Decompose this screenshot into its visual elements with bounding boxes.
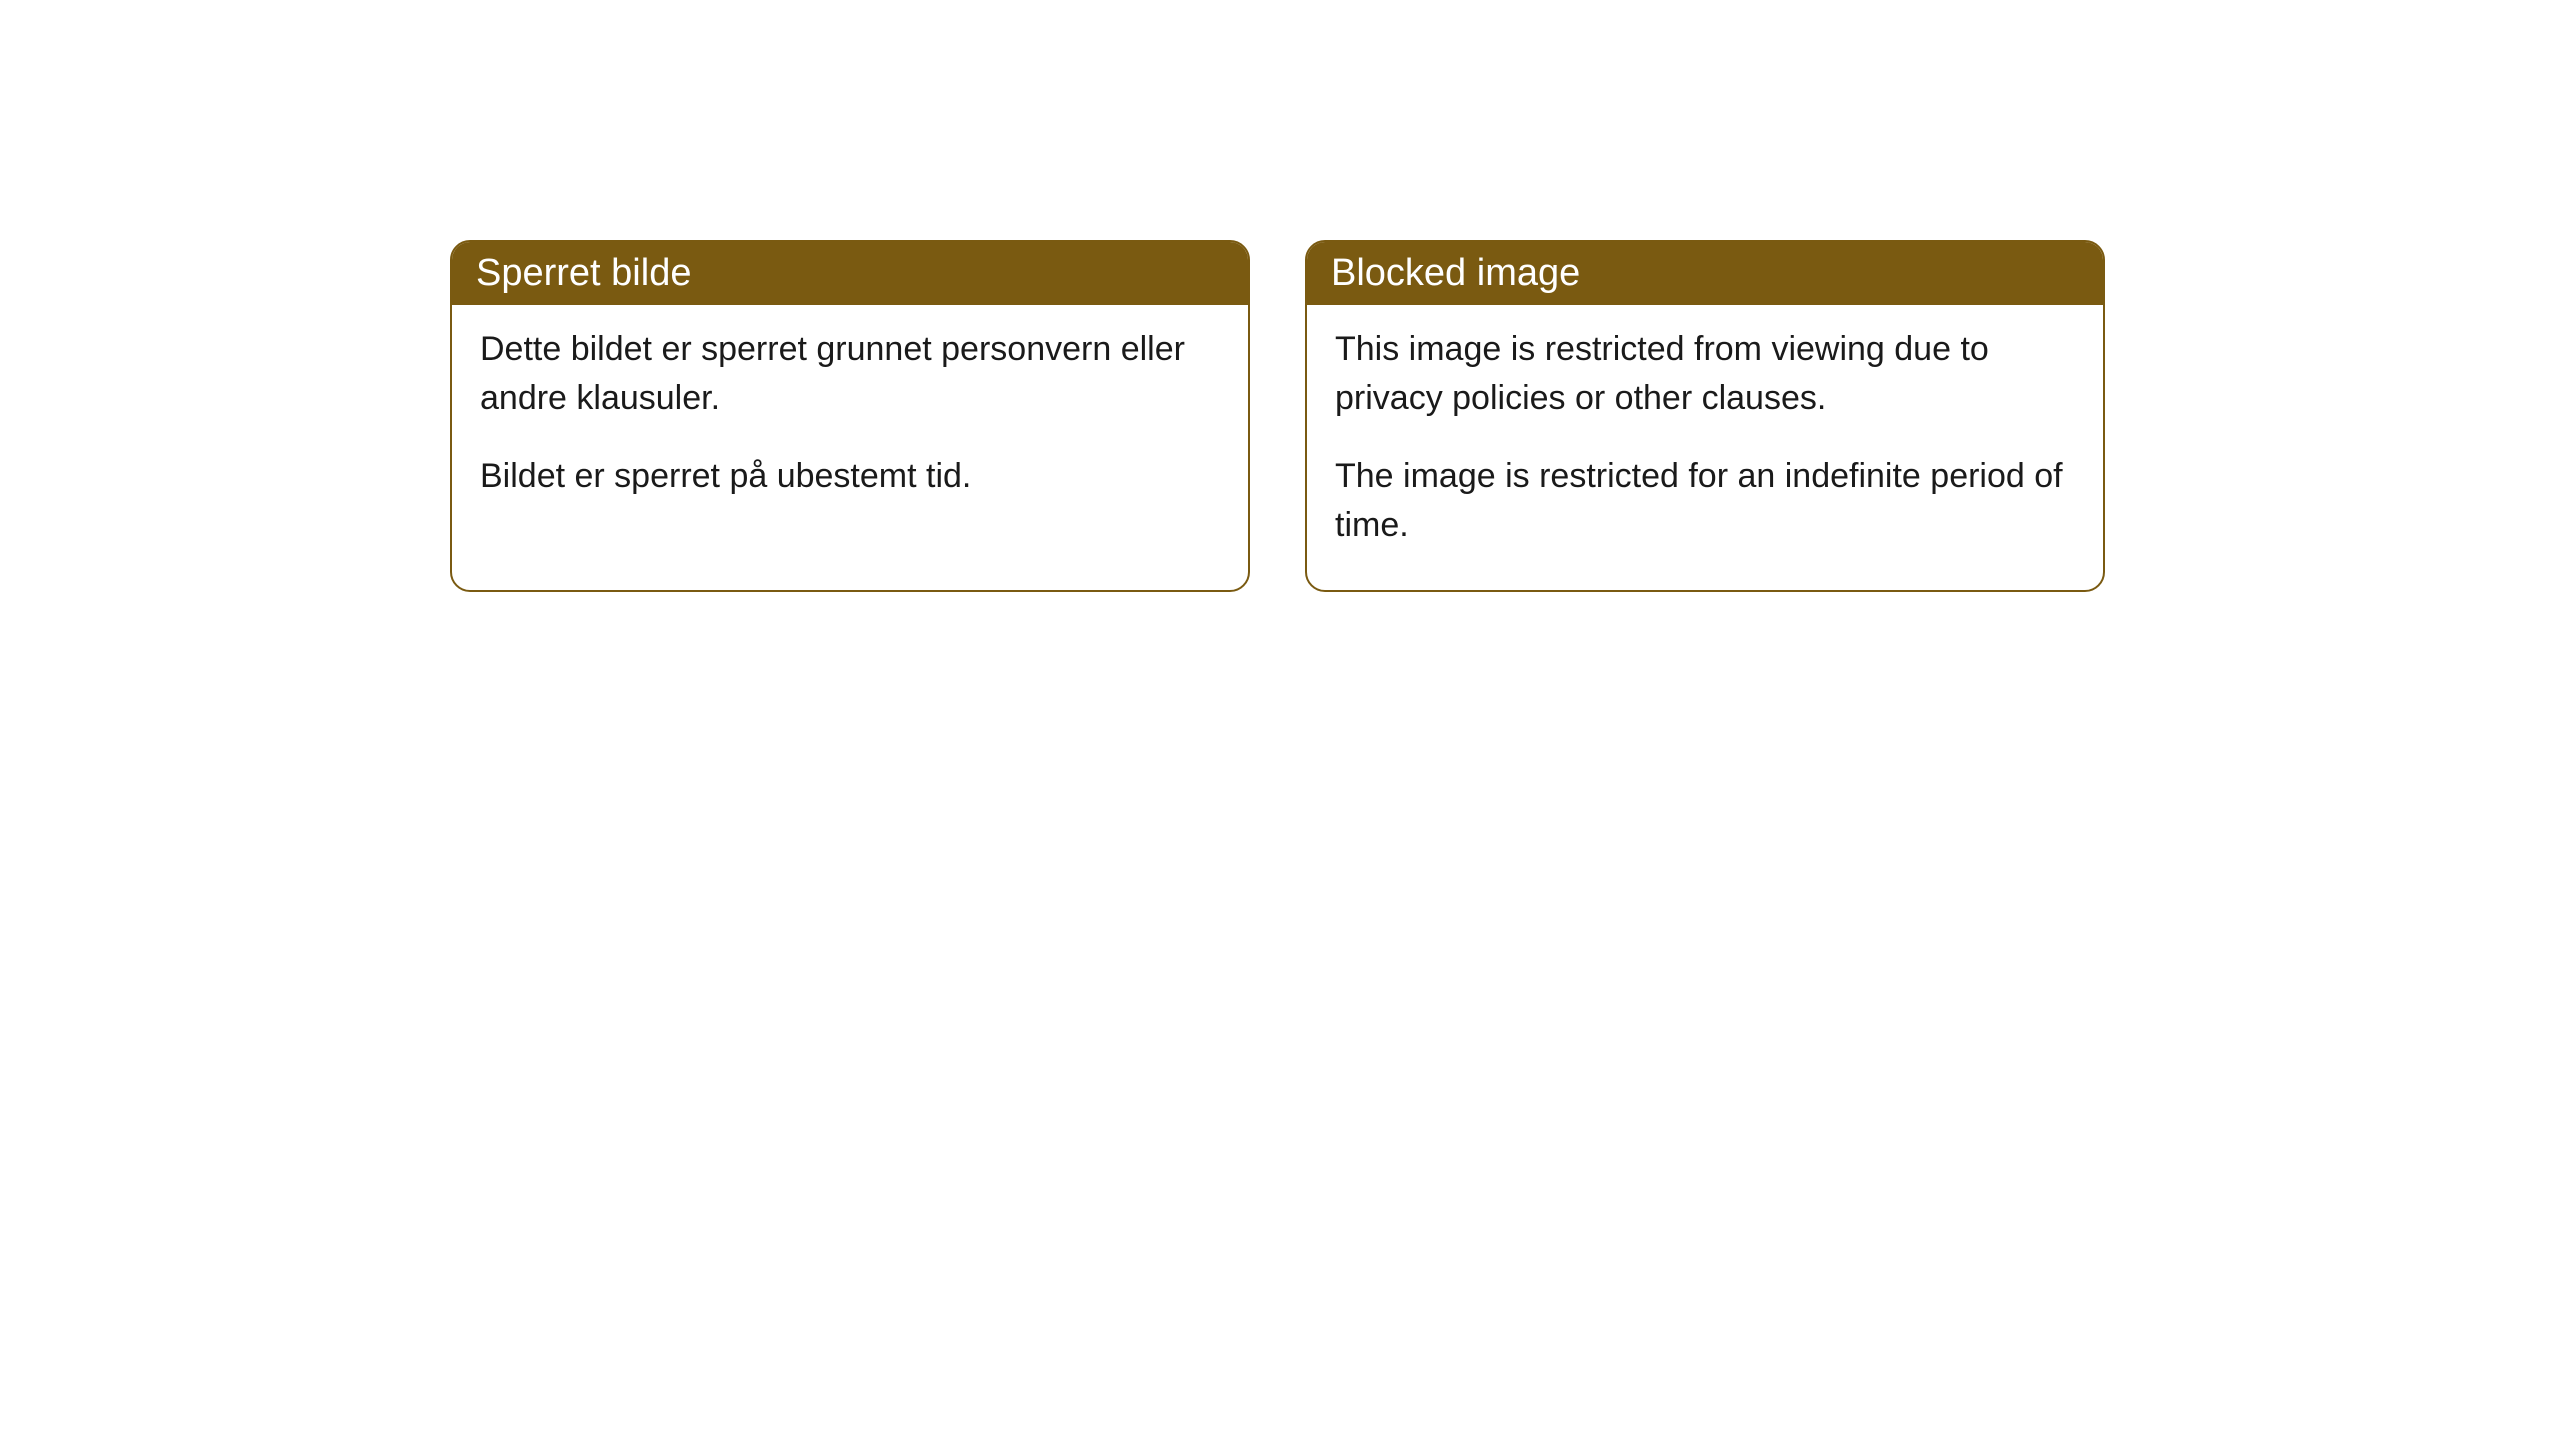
blocked-image-card-no: Sperret bilde Dette bildet er sperret gr…	[450, 240, 1250, 592]
card-para1-en: This image is restricted from viewing du…	[1335, 325, 2075, 424]
notice-cards-container: Sperret bilde Dette bildet er sperret gr…	[450, 240, 2105, 592]
card-title-no: Sperret bilde	[452, 242, 1248, 305]
card-body-no: Dette bildet er sperret grunnet personve…	[452, 305, 1248, 541]
card-title-en: Blocked image	[1307, 242, 2103, 305]
card-body-en: This image is restricted from viewing du…	[1307, 305, 2103, 590]
card-para2-no: Bildet er sperret på ubestemt tid.	[480, 452, 1220, 501]
blocked-image-card-en: Blocked image This image is restricted f…	[1305, 240, 2105, 592]
card-para2-en: The image is restricted for an indefinit…	[1335, 452, 2075, 551]
card-para1-no: Dette bildet er sperret grunnet personve…	[480, 325, 1220, 424]
